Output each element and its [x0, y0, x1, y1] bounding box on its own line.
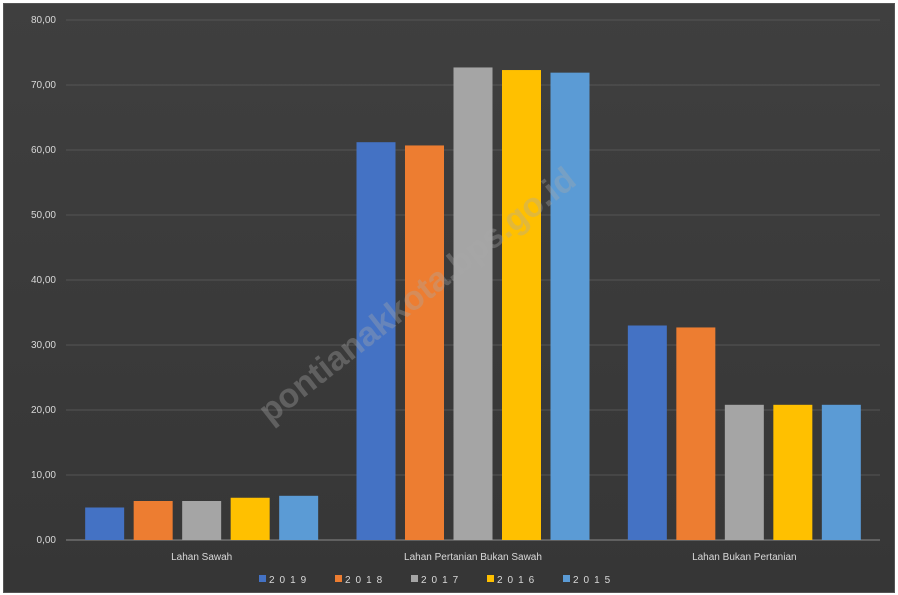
- bar-2019-1: [356, 142, 396, 540]
- legend-label-2018: 2018: [345, 575, 387, 586]
- legend-swatch-2016: [487, 575, 494, 582]
- bar-2018-0: [133, 501, 173, 540]
- y-tick-label: 30,00: [31, 340, 56, 351]
- bar-2015-0: [279, 495, 319, 540]
- y-tick-label: 20,00: [31, 405, 56, 416]
- x-category-label: Lahan Bukan Pertanian: [692, 552, 797, 563]
- bar-2018-2: [676, 327, 716, 540]
- legend-swatch-2017: [411, 575, 418, 582]
- y-tick-label: 50,00: [31, 210, 56, 221]
- bar-2015-1: [550, 72, 590, 541]
- bar-2015-2: [821, 404, 861, 540]
- chart-area: 0,00 10,00 20,00 30,00 40,00 50,00 60,00 70,00 8…: [3, 3, 895, 593]
- legend: 2019 2018 2017 2016 2015: [259, 575, 615, 586]
- bar-2019-2: [627, 325, 667, 540]
- bar-2016-2: [773, 404, 813, 540]
- x-category-label: Lahan Pertanian Bukan Sawah: [404, 552, 542, 563]
- x-axis-labels: Lahan Sawah Lahan Pertanian Bukan Sawah La…: [171, 552, 797, 563]
- bar-2019-0: [85, 507, 125, 540]
- legend-label-2016: 2016: [497, 575, 539, 586]
- legend-label-2017: 2017: [421, 575, 463, 586]
- y-tick-label: 60,00: [31, 145, 56, 156]
- legend-label-2019: 2019: [269, 575, 311, 586]
- legend-swatch-2018: [335, 575, 342, 582]
- legend-label-2015: 2015: [573, 575, 615, 586]
- bar-2018-1: [405, 145, 444, 540]
- y-tick-label: 40,00: [31, 275, 56, 286]
- bar-2017-2: [724, 404, 764, 540]
- bar-chart: 0,00 10,00 20,00 30,00 40,00 50,00 60,00 70,00 8…: [31, 15, 880, 586]
- y-axis-ticks: 0,00 10,00 20,00 30,00 40,00 50,00 60,00 70,00 8…: [31, 15, 56, 546]
- y-tick-label: 70,00: [31, 80, 56, 91]
- y-tick-label: 0,00: [37, 535, 57, 546]
- bar-2016-1: [502, 70, 541, 541]
- legend-swatch-2015: [563, 575, 570, 582]
- legend-swatch-2019: [259, 575, 266, 582]
- bars: [85, 67, 861, 541]
- bar-2017-1: [453, 67, 493, 540]
- x-category-label: Lahan Sawah: [171, 552, 232, 563]
- y-tick-label: 80,00: [31, 15, 56, 26]
- bar-2017-0: [182, 501, 222, 540]
- bar-2016-0: [230, 497, 270, 540]
- y-tick-label: 10,00: [31, 470, 56, 481]
